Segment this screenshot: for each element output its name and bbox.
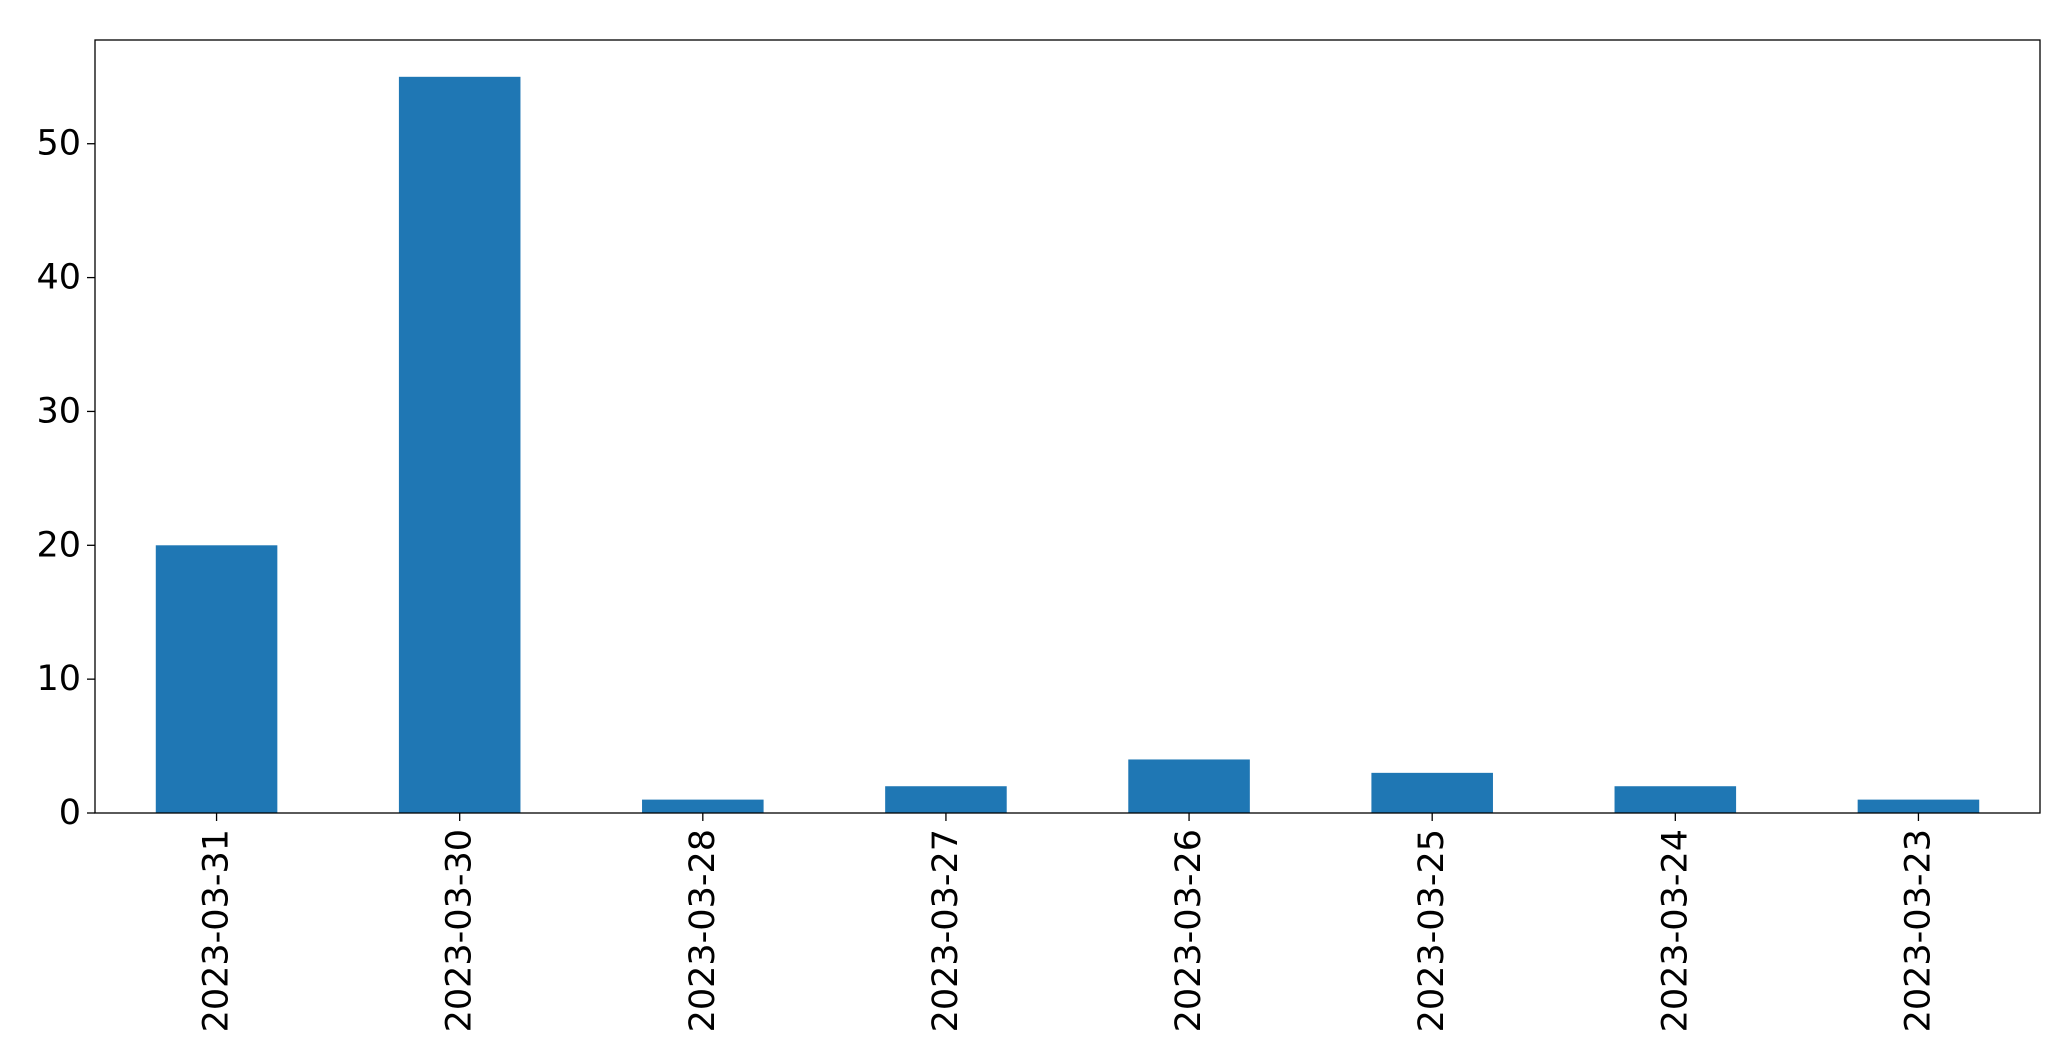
bar [398,76,521,814]
bar [1128,759,1250,813]
bar [155,545,278,813]
x-axis: 2023-03-31 2023-03-30 2023-03-28 2023-03-27… [197,813,1938,1032]
x-tick-label: 2023-03-24 [1655,829,1695,1032]
bar [1371,772,1493,813]
bar [885,786,1007,813]
y-tick-label: 0 [59,793,81,833]
x-tick-label: 2023-03-27 [926,829,966,1032]
y-tick-label: 40 [36,258,81,298]
y-tick-label: 10 [36,659,81,699]
x-tick-label: 2023-03-30 [440,829,480,1032]
y-tick-label: 30 [36,391,81,431]
x-tick-label: 2023-03-26 [1169,829,1209,1032]
bar [1614,786,1737,813]
x-tick-label: 2023-03-28 [683,829,723,1032]
y-axis: 0 10 20 30 40 50 [36,124,95,833]
x-tick-label: 2023-03-23 [1898,829,1938,1032]
plot-frame [94,39,2041,814]
x-tick-label: 2023-03-25 [1412,829,1452,1032]
bar [1857,799,1980,813]
y-tick-label: 50 [36,124,81,164]
bars-group [155,76,1980,814]
y-tick-label: 20 [36,525,81,565]
bar [642,799,764,813]
x-tick-label: 2023-03-31 [197,829,237,1032]
